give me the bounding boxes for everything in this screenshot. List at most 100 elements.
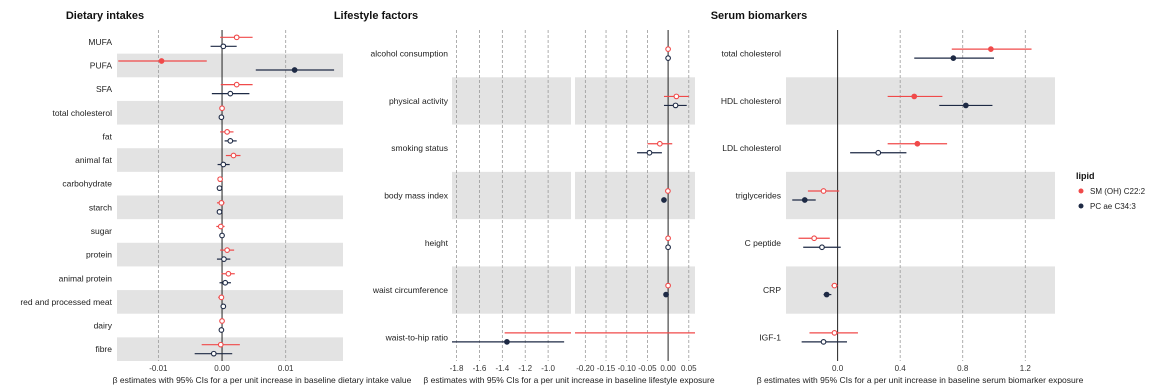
x-tick-label: -1.2 bbox=[518, 364, 532, 373]
legend-marker-pc-ae-c34-3 bbox=[1078, 203, 1084, 209]
point-sm-oh-c22-2-dairy bbox=[219, 318, 225, 324]
category-label-triglycerides: triglycerides bbox=[736, 191, 781, 201]
point-sm-oh-c22-2-height bbox=[665, 235, 671, 242]
category-label-body-mass-index: body mass index bbox=[384, 191, 449, 201]
category-label-total-cholesterol: total cholesterol bbox=[721, 49, 781, 59]
x-tick-label: -1.6 bbox=[473, 364, 487, 373]
x-tick-label: 1.2 bbox=[1020, 364, 1032, 373]
x-tick-label: 0.00 bbox=[214, 364, 230, 373]
point-pc-ae-c34-3-alcohol-consumption bbox=[665, 55, 671, 61]
category-label-igf-1: IGF-1 bbox=[759, 332, 781, 342]
point-sm-oh-c22-2-animal-fat bbox=[230, 152, 237, 159]
point-pc-ae-c34-3-sugar bbox=[219, 232, 225, 239]
category-label-sfa: SFA bbox=[96, 84, 112, 94]
point-pc-ae-c34-3-red-and-processed-meat bbox=[220, 303, 227, 310]
point-sm-oh-c22-2-igf-1 bbox=[831, 330, 838, 336]
row-band bbox=[452, 171, 571, 220]
x-tick-label: -0.10 bbox=[618, 364, 637, 373]
row-band bbox=[452, 266, 571, 314]
panel-serum-biomarkers: Serum biomarkers 0.0 0.4 0.8 1.2 total choles… bbox=[711, 10, 1084, 385]
category-label-fat: fat bbox=[103, 131, 113, 141]
category-label-red-and-processed-meat: red and processed meat bbox=[20, 297, 112, 307]
point-pc-ae-c34-3-starch bbox=[216, 208, 223, 215]
category-label-c-peptide: C peptide bbox=[745, 238, 782, 248]
category-label-total-cholesterol: total cholesterol bbox=[52, 108, 112, 118]
category-label-animal-fat: animal fat bbox=[75, 155, 112, 165]
point-pc-ae-c34-3-dairy bbox=[218, 327, 225, 333]
point-pc-ae-c34-3-ldl-cholesterol bbox=[875, 149, 882, 156]
row-band bbox=[117, 290, 343, 314]
category-label-pufa: PUFA bbox=[90, 60, 113, 70]
point-pc-ae-c34-3-waist-to-hip-ratio bbox=[504, 339, 510, 345]
point-pc-ae-c34-3-animal-protein bbox=[222, 279, 229, 286]
point-pc-ae-c34-3-total-cholesterol bbox=[950, 55, 957, 61]
row-band bbox=[575, 266, 695, 314]
category-label-fibre: fibre bbox=[95, 344, 112, 354]
x-tick-label: -1.0 bbox=[541, 364, 555, 373]
point-sm-oh-c22-2-crp bbox=[831, 282, 838, 289]
row-band bbox=[117, 53, 343, 78]
row-band bbox=[117, 195, 343, 220]
legend: lipid SM (OH) C22:2 PC ae C34:3 bbox=[1076, 171, 1146, 211]
category-label-height: height bbox=[425, 238, 449, 248]
category-label-alcohol-consumption: alcohol consumption bbox=[371, 49, 449, 59]
category-label-crp: CRP bbox=[763, 285, 781, 295]
row-band bbox=[117, 100, 343, 125]
point-pc-ae-c34-3-crp bbox=[823, 291, 830, 298]
point-sm-oh-c22-2-animal-protein bbox=[225, 270, 232, 277]
x-tick-label: 0.00 bbox=[660, 364, 676, 373]
category-label-smoking-status: smoking status bbox=[391, 143, 448, 153]
point-sm-oh-c22-2-red-and-processed-meat bbox=[218, 294, 225, 301]
category-label-animal-protein: animal protein bbox=[59, 273, 113, 283]
point-pc-ae-c34-3-fat bbox=[227, 138, 234, 144]
point-sm-oh-c22-2-sfa bbox=[233, 81, 240, 88]
point-pc-ae-c34-3-mufa bbox=[220, 43, 227, 50]
x-tick-label: 0.05 bbox=[681, 364, 697, 373]
point-pc-ae-c34-3-fibre bbox=[210, 350, 217, 357]
point-sm-oh-c22-2-total-cholesterol bbox=[988, 46, 994, 52]
point-sm-oh-c22-2-protein bbox=[224, 247, 230, 253]
x-tick-label: -0.01 bbox=[149, 364, 168, 373]
row-band bbox=[117, 337, 343, 361]
row-band bbox=[786, 171, 1055, 220]
point-sm-oh-c22-2-smoking-status bbox=[656, 140, 663, 147]
point-pc-ae-c34-3-physical-activity bbox=[672, 102, 679, 109]
point-pc-ae-c34-3-body-mass-index bbox=[661, 197, 667, 203]
row-band bbox=[575, 77, 695, 125]
category-label-waist-circumference: waist circumference bbox=[372, 285, 448, 295]
point-pc-ae-c34-3-igf-1 bbox=[820, 339, 827, 345]
point-sm-oh-c22-2-hdl-cholesterol bbox=[911, 93, 918, 100]
row-band bbox=[452, 77, 571, 125]
chart-title: Dietary intakes bbox=[66, 10, 144, 22]
point-sm-oh-c22-2-physical-activity bbox=[673, 93, 680, 100]
category-label-waist-to-hip-ratio: waist-to-hip ratio bbox=[385, 332, 449, 342]
point-pc-ae-c34-3-carbohydrate bbox=[216, 185, 223, 192]
category-label-mufa: MUFA bbox=[88, 37, 112, 47]
category-label-sugar: sugar bbox=[91, 226, 112, 236]
row-band bbox=[786, 77, 1055, 125]
x-axis-label: β estimates with 95% CIs for a per unit … bbox=[423, 375, 714, 385]
panel-lifestyle-factors: Lifestyle factors -1.8 -1.6 -1.4 -1.2 -1.0 -0.… bbox=[334, 10, 715, 385]
point-sm-oh-c22-2-body-mass-index bbox=[665, 188, 671, 194]
point-pc-ae-c34-3-smoking-status bbox=[646, 149, 653, 156]
point-pc-ae-c34-3-animal-fat bbox=[220, 161, 227, 168]
x-tick-label: -0.05 bbox=[638, 364, 657, 373]
row-band bbox=[575, 171, 695, 220]
point-sm-oh-c22-2-mufa bbox=[233, 34, 240, 41]
category-label-physical-activity: physical activity bbox=[389, 96, 449, 106]
point-sm-oh-c22-2-triglycerides bbox=[820, 188, 827, 194]
point-pc-ae-c34-3-triglycerides bbox=[801, 197, 808, 203]
point-sm-oh-c22-2-sugar bbox=[217, 223, 224, 230]
category-label-protein: protein bbox=[86, 250, 112, 260]
point-sm-oh-c22-2-pufa bbox=[158, 58, 165, 64]
category-label-hdl-cholesterol: HDL cholesterol bbox=[721, 96, 781, 106]
chart-title: Lifestyle factors bbox=[334, 10, 418, 22]
point-sm-oh-c22-2-carbohydrate bbox=[217, 176, 223, 183]
x-tick-label: 0.4 bbox=[895, 364, 907, 373]
legend-label-sm-oh-c22-2: SM (OH) C22:2 bbox=[1090, 187, 1146, 196]
category-label-starch: starch bbox=[89, 202, 112, 212]
x-tick-label: 0.8 bbox=[957, 364, 969, 373]
point-pc-ae-c34-3-sfa bbox=[227, 90, 234, 97]
point-sm-oh-c22-2-total-cholesterol bbox=[219, 105, 225, 112]
